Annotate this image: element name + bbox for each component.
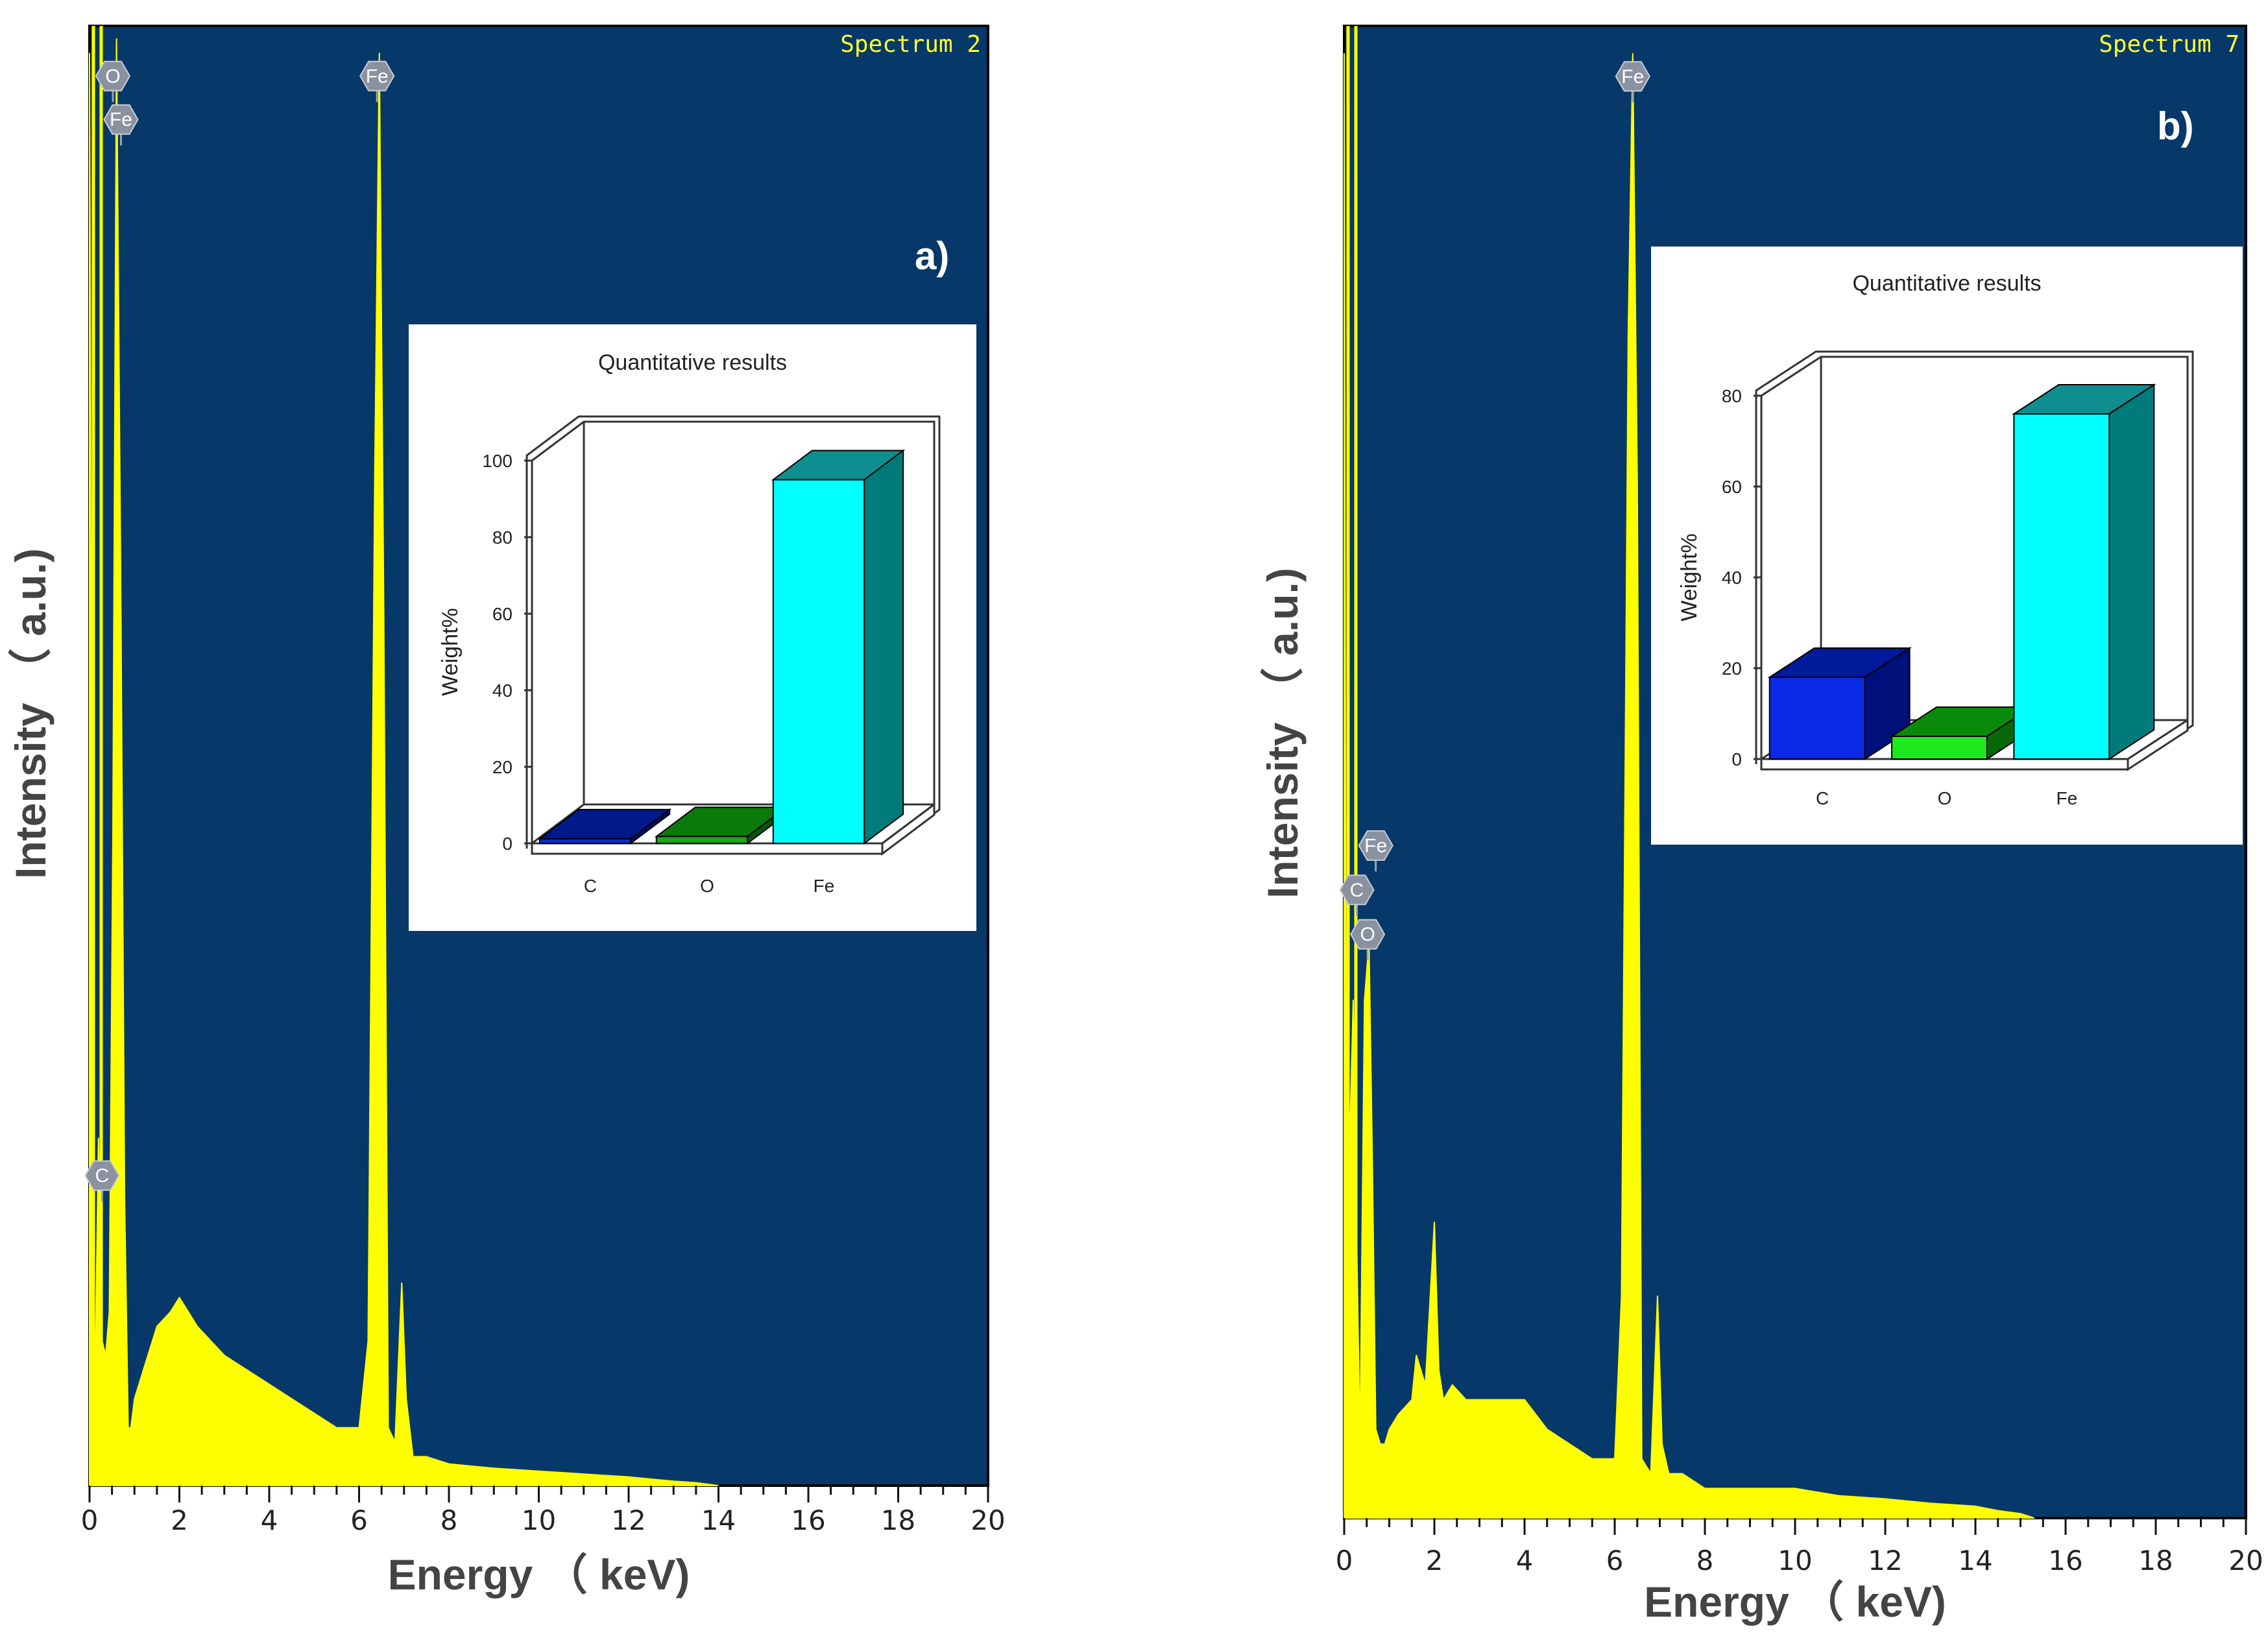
inset-bar-fe — [772, 479, 865, 844]
x-tick-label: 18 — [881, 1504, 915, 1536]
x-axis-title: Energy （ keV) — [388, 1550, 690, 1598]
inset-bar-fe — [2013, 413, 2110, 760]
peak-tag — [95, 60, 131, 91]
x-tick-label: 0 — [81, 1504, 99, 1536]
inset-floor-side — [881, 802, 935, 856]
x-tick-label: 6 — [350, 1504, 368, 1536]
inset-y-axis-title: Weight% — [1677, 533, 1702, 621]
x-tick-label: 0 — [1336, 1545, 1353, 1576]
x-tick-label: 14 — [1958, 1545, 1992, 1576]
inset-category-label: O — [1938, 788, 1952, 808]
x-axis-title: Energy （ keV) — [1644, 1578, 1946, 1626]
peak-tag — [1615, 61, 1650, 92]
inset-y-tick-label: 40 — [1722, 568, 1742, 588]
peak-tag — [1339, 874, 1375, 906]
peak-tag — [84, 1160, 120, 1191]
x-tick-label: 4 — [1516, 1545, 1534, 1576]
peak-label-fe: Fe — [110, 109, 132, 130]
x-tick-label: 2 — [171, 1504, 188, 1536]
x-tick-label: 8 — [1696, 1545, 1714, 1576]
x-tick-label: 16 — [791, 1504, 825, 1536]
panel-letter: b) — [2157, 104, 2194, 148]
peak-label-fe: Fe — [1364, 835, 1387, 856]
inset-y-tick-label: 60 — [1722, 477, 1742, 497]
inset-y-tick-label: 40 — [492, 681, 513, 701]
inset-y-tick-label: 20 — [492, 757, 513, 777]
spectrum-area — [89, 38, 719, 1486]
x-tick-label: 20 — [971, 1504, 1005, 1536]
peak-label-fe: Fe — [366, 66, 389, 87]
panel-letter: a) — [915, 234, 949, 278]
peak-label-fe: Fe — [1621, 66, 1644, 88]
inset-category-label: Fe — [2056, 788, 2077, 808]
inset-floor-front — [531, 842, 884, 855]
peak-label-o: O — [1360, 924, 1375, 945]
x-tick-label: 20 — [2228, 1545, 2263, 1576]
inset-y-tick-label: 0 — [502, 834, 513, 854]
inset-chart: Quantitative results 0 20 40 60 80 100 Weight% C… — [409, 324, 976, 931]
y-axis-title: Intensity （ a.u.) — [1259, 568, 1307, 898]
inset-bar-o — [1891, 736, 1988, 760]
inset-bar-c — [538, 838, 632, 845]
inset-floor-side — [2127, 718, 2189, 771]
inset-y-tick-label: 80 — [1722, 386, 1742, 406]
peak-label-o: O — [105, 66, 120, 87]
x-tick-label: 6 — [1606, 1545, 1624, 1576]
inset-bar-side-fe — [863, 449, 904, 845]
peak-tag — [1358, 830, 1393, 861]
inset-chart: Quantitative results 0 20 40 60 80 Weight% C O Fe — [1651, 247, 2243, 845]
peak-tag — [103, 104, 139, 135]
x-tick-label: 18 — [2138, 1545, 2173, 1576]
x-tick-label: 12 — [1868, 1545, 1902, 1576]
x-tick-label: 14 — [701, 1504, 736, 1536]
inset-y-tick-label: 80 — [492, 527, 513, 548]
inset-y-tick-label: 100 — [482, 451, 513, 471]
x-tick-label: 10 — [1778, 1545, 1812, 1576]
inset-floor-edge — [531, 803, 585, 845]
spectrum-label: Spectrum 2 — [840, 31, 981, 58]
y-axis-title: Intensity （ a.u.) — [6, 548, 54, 879]
spectrum-panel-a: O Fe Fe C Spectrum 2 a) 0 2 4 6 8 10 12 14 16 18 20 Energ… — [6, 25, 1006, 1598]
x-tick-label: 4 — [261, 1504, 278, 1536]
inset-y-axis-title: Weight% — [438, 608, 463, 695]
spectrum-area — [1344, 53, 2035, 1519]
inset-category-label: Fe — [814, 876, 835, 896]
inset-bar-o — [655, 836, 749, 845]
x-tick-label: 2 — [1426, 1545, 1443, 1576]
inset-bar-c — [1768, 677, 1866, 760]
inset-y-tick-label: 0 — [1731, 749, 1742, 769]
inset-title: Quantitative results — [1852, 271, 2041, 296]
inset-floor-front — [1760, 758, 2129, 771]
peak-tag — [359, 60, 395, 91]
inset-category-label: C — [1816, 788, 1829, 808]
spectrum-label: Spectrum 7 — [2099, 31, 2239, 58]
peak-label-c: C — [95, 1165, 110, 1187]
peak-label-c: C — [1350, 880, 1364, 901]
inset-y-tick-label: 60 — [492, 604, 513, 624]
x-tick-label: 16 — [2048, 1545, 2082, 1576]
peak-tag — [1349, 919, 1386, 950]
x-tick-label: 12 — [611, 1504, 645, 1536]
spectrum-panel-b: Fe Fe C O Spectrum 7 b) 0 2 4 6 8 10 12 14 16 18 20 Energ… — [1259, 25, 2263, 1626]
inset-category-label: C — [584, 876, 597, 896]
x-tick-label: 8 — [440, 1504, 458, 1536]
inset-category-label: O — [700, 876, 714, 896]
x-tick-label: 10 — [522, 1504, 556, 1536]
inset-title: Quantitative results — [598, 350, 787, 375]
inset-bar-side-fe — [2108, 383, 2155, 760]
inset-y-tick-label: 20 — [1722, 658, 1742, 679]
